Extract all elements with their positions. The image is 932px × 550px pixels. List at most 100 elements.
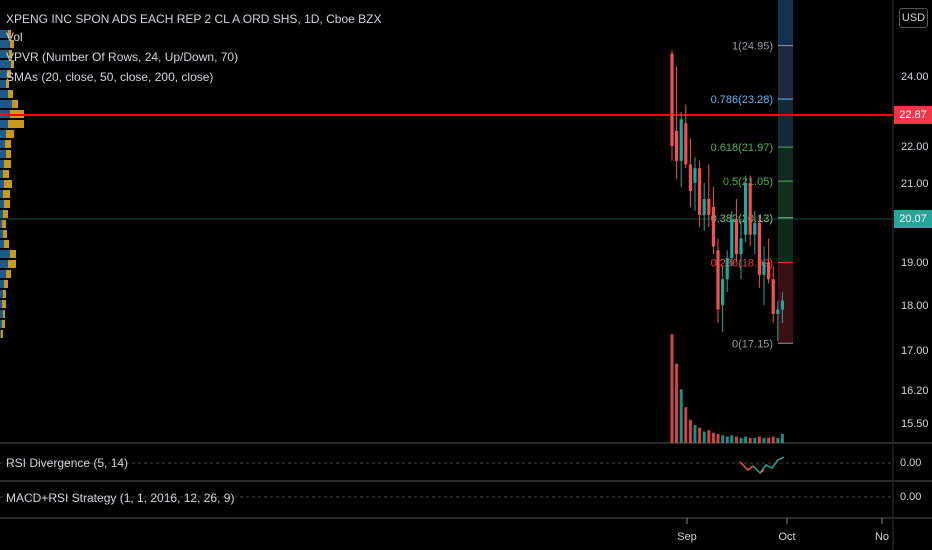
candle-body <box>693 168 697 183</box>
time-axis-tick: No <box>875 531 889 543</box>
vpvr-bar-down <box>9 50 12 58</box>
vpvr-bar-down <box>8 120 24 128</box>
vpvr-bar-up <box>0 270 6 278</box>
macd-axis-label: 0.00 <box>900 491 922 503</box>
volume-bar <box>771 436 775 443</box>
candle-body <box>684 123 688 165</box>
vpvr-bar-up <box>0 50 9 58</box>
vpvr-bar-down <box>3 290 6 298</box>
vpvr-bar-up <box>0 180 4 188</box>
candle-body <box>767 262 771 280</box>
candle-body <box>679 119 683 161</box>
volume-bar <box>688 419 692 443</box>
fib-zone <box>778 99 793 148</box>
vpvr-bar-up <box>0 320 2 328</box>
volume-bar <box>725 436 729 443</box>
fib-level-label: 1(24.95) <box>732 41 773 53</box>
candle-body <box>716 250 720 310</box>
currency-button[interactable]: USD <box>899 8 928 28</box>
candle-body <box>698 168 702 215</box>
candle-body <box>702 199 706 215</box>
legend-smas[interactable]: SMAs (20, close, 50, close, 200, close) <box>6 70 214 84</box>
vpvr-bar-up <box>0 60 11 68</box>
fib-level-label: 0.786(23.28) <box>711 94 773 106</box>
vpvr-bar-down <box>6 270 11 278</box>
vpvr-bar-up <box>0 40 10 48</box>
fib-level-label: 0.618(21.97) <box>711 142 773 154</box>
volume-bar <box>744 436 748 443</box>
volume-bar <box>753 437 757 443</box>
volume-bar <box>675 363 679 443</box>
rsi-pane-title[interactable]: RSI Divergence (5, 14) <box>6 456 129 470</box>
price-axis-tick: 19.00 <box>901 257 929 269</box>
fib-zone <box>778 262 793 344</box>
volume-bar <box>716 434 720 443</box>
candle-body <box>762 262 766 275</box>
vpvr-bar-up <box>0 120 8 128</box>
candle-body <box>721 279 725 305</box>
volume-bar <box>693 425 697 443</box>
candle-body <box>675 130 679 161</box>
vpvr-bar-down <box>6 130 14 138</box>
vpvr-bar-up <box>0 220 2 228</box>
volume-bar <box>670 334 674 443</box>
vpvr-bar-up <box>0 230 3 238</box>
volume-bar <box>748 437 752 443</box>
volume-bar <box>767 437 771 443</box>
vpvr-bar-up <box>0 310 3 318</box>
vpvr-bar-up <box>0 90 8 98</box>
vpvr-bar-up <box>0 130 6 138</box>
legend-vpvr[interactable]: VPVR (Number Of Rows, 24, Up/Down, 70) <box>6 50 239 64</box>
fib-level-label: 0(17.15) <box>732 338 773 350</box>
volume-bar <box>702 431 706 443</box>
price-axis-tick: 21.00 <box>901 178 929 190</box>
price-axis-tick: 16.20 <box>901 385 929 397</box>
vpvr-bar-down <box>6 150 11 158</box>
candle-body <box>688 164 692 191</box>
vpvr-bar-up <box>0 80 6 88</box>
vpvr-bar-down <box>8 260 16 268</box>
fib-zone <box>778 45 793 100</box>
vpvr-bar-down <box>6 80 9 88</box>
vpvr-bar-down <box>4 180 12 188</box>
rsi-line-down <box>739 461 754 472</box>
volume-bar <box>679 389 683 443</box>
vpvr-bar-up <box>0 200 4 208</box>
legend-title: XPENG INC SPON ADS EACH REP 2 CL A ORD S… <box>6 12 382 26</box>
legend-vol[interactable]: Vol <box>6 30 23 44</box>
price-axis-tick: 22.00 <box>901 141 929 153</box>
candle-body <box>707 199 711 215</box>
vpvr-bar-up <box>0 150 6 158</box>
vpvr-bar-down <box>12 100 18 108</box>
vpvr-bar-down <box>4 280 8 288</box>
volume-bar <box>721 435 725 443</box>
macd-pane-title[interactable]: MACD+RSI Strategy (1, 1, 2016, 12, 26, 9… <box>6 491 235 505</box>
vpvr-bar-down <box>1 330 3 338</box>
vpvr-bar-down <box>10 40 14 48</box>
vpvr-bar-up <box>0 210 3 218</box>
candle-body <box>739 238 743 255</box>
vpvr-bar-down <box>3 170 9 178</box>
fib-zone <box>778 181 793 218</box>
price-axis-tick: 18.00 <box>901 300 929 312</box>
candle-body <box>753 223 757 235</box>
price-axis-tick: 24.00 <box>901 71 929 83</box>
vpvr-bar-down <box>4 240 9 248</box>
volume-bar <box>734 436 738 443</box>
vpvr-bar-down <box>11 60 14 68</box>
red-line-price-tag: 22.87 <box>894 106 932 124</box>
vpvr-bar-down <box>2 300 6 308</box>
vpvr-bar-up <box>0 330 1 338</box>
vpvr-bar-up <box>0 70 7 78</box>
candle-body <box>730 219 734 259</box>
vpvr-bar-up <box>0 280 4 288</box>
volume-bar <box>780 434 784 443</box>
candle-body <box>744 183 748 235</box>
vpvr-bar-up <box>0 30 8 38</box>
vpvr-bar-down <box>2 220 6 228</box>
vpvr-bar-up <box>0 300 2 308</box>
rsi-line-down <box>759 469 765 474</box>
fib-zone <box>778 147 793 182</box>
volume-bar <box>757 436 761 443</box>
